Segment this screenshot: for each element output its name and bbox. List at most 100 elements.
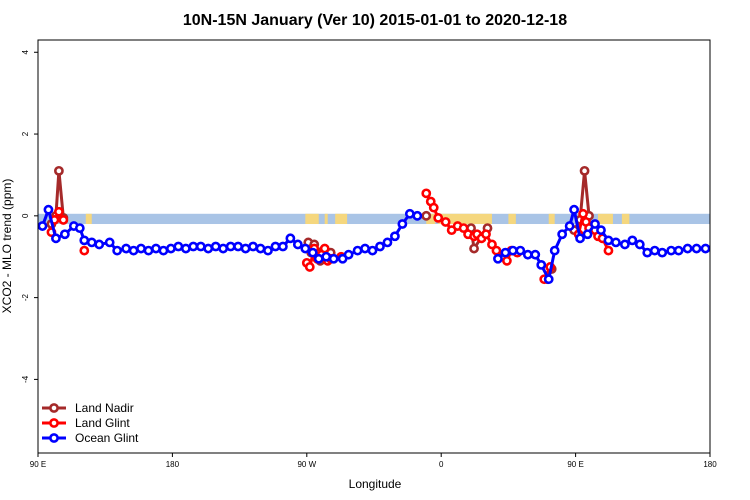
- y-axis-label: XCO2 - MLO trend (ppm): [0, 179, 14, 314]
- data-point: [104, 237, 115, 248]
- data-point: [328, 253, 339, 264]
- ocean-band: [38, 213, 710, 225]
- data-point: [278, 241, 288, 252]
- legend-label: Ocean Glint: [75, 431, 139, 445]
- data-point: [579, 165, 590, 176]
- data-point: [188, 241, 199, 252]
- data-point: [603, 235, 614, 246]
- data-point: [51, 233, 61, 244]
- data-point: [304, 262, 315, 272]
- data-point: [382, 237, 393, 248]
- data-point: [54, 165, 64, 176]
- surface-band: [38, 213, 710, 225]
- x-axis: 90 E 180 90 W 0 90 E 180: [30, 453, 717, 469]
- legend-item: Land Nadir: [42, 401, 134, 415]
- data-point: [43, 204, 54, 215]
- data-point: [74, 223, 85, 233]
- land-band-segment: [598, 213, 613, 225]
- data-point: [557, 229, 568, 240]
- data-point: [649, 245, 660, 256]
- y-tick-label: 4: [21, 49, 30, 54]
- data-point: [673, 245, 684, 256]
- data-point: [578, 208, 588, 219]
- data-point: [255, 243, 266, 254]
- land-band-segment: [548, 213, 555, 225]
- data-point: [596, 225, 606, 236]
- data-point: [469, 243, 479, 254]
- data-point: [58, 215, 69, 225]
- data-point: [59, 229, 70, 240]
- x-tick-label: 90 E: [567, 460, 583, 469]
- data-point: [569, 204, 580, 215]
- data-point: [203, 243, 214, 254]
- data-point: [292, 239, 303, 250]
- legend-item: Ocean Glint: [42, 431, 139, 445]
- data-point: [603, 245, 614, 256]
- series-layer: [37, 165, 711, 285]
- data-point: [285, 233, 296, 244]
- data-point: [666, 245, 677, 256]
- data-point: [619, 239, 630, 250]
- data-point: [180, 243, 191, 254]
- data-point: [300, 243, 311, 254]
- data-point: [507, 245, 518, 256]
- data-point: [158, 245, 169, 256]
- data-point: [500, 247, 511, 258]
- data-point: [682, 243, 693, 254]
- data-point: [536, 260, 547, 270]
- land-band-segment: [305, 213, 319, 225]
- data-point: [634, 239, 645, 250]
- data-point: [493, 253, 503, 264]
- data-point: [487, 239, 497, 250]
- land-band-segment: [438, 213, 492, 225]
- legend-item: Land Glint: [42, 416, 130, 430]
- data-point: [86, 237, 97, 248]
- legend-marker: [49, 418, 59, 428]
- data-point: [397, 219, 408, 229]
- data-point: [37, 221, 48, 231]
- legend-label: Land Glint: [75, 416, 130, 430]
- series-land-nadir: [46, 165, 594, 285]
- data-point: [343, 249, 354, 260]
- data-point: [522, 249, 533, 260]
- x-axis-label: Longitude: [349, 477, 402, 491]
- data-point: [248, 241, 258, 252]
- data-point: [440, 217, 451, 227]
- land-band-segment: [621, 213, 630, 225]
- data-point: [225, 241, 236, 252]
- y-axis: 4 2 0 -2 -4: [21, 49, 38, 383]
- data-point: [54, 206, 64, 217]
- data-point: [433, 212, 444, 223]
- data-point: [270, 241, 281, 252]
- data-point: [428, 202, 439, 213]
- data-point: [195, 241, 206, 252]
- data-point: [700, 243, 711, 254]
- data-point: [481, 229, 491, 240]
- data-point: [657, 247, 668, 258]
- data-point: [502, 255, 512, 266]
- data-point: [515, 245, 526, 256]
- y-tick-label: 0: [21, 213, 30, 218]
- data-point: [549, 245, 560, 256]
- legend-label: Land Nadir: [75, 401, 134, 415]
- land-band-segment: [426, 213, 436, 225]
- data-point: [218, 243, 229, 254]
- y-tick-label: -4: [21, 375, 30, 383]
- land-band-segment: [508, 213, 516, 225]
- data-point: [352, 245, 363, 256]
- data-point: [151, 243, 161, 254]
- data-point: [458, 223, 469, 233]
- data-point: [421, 188, 432, 199]
- data-point: [210, 241, 221, 252]
- data-point: [121, 243, 132, 254]
- x-tick-label: 0: [439, 460, 444, 469]
- data-point: [79, 235, 90, 246]
- plot-frame: [37, 39, 711, 454]
- series-ocean-glint: [37, 204, 711, 285]
- data-point: [404, 208, 415, 219]
- data-point: [575, 233, 585, 244]
- data-point: [143, 245, 154, 256]
- data-point: [173, 241, 184, 252]
- legend-marker: [49, 433, 59, 443]
